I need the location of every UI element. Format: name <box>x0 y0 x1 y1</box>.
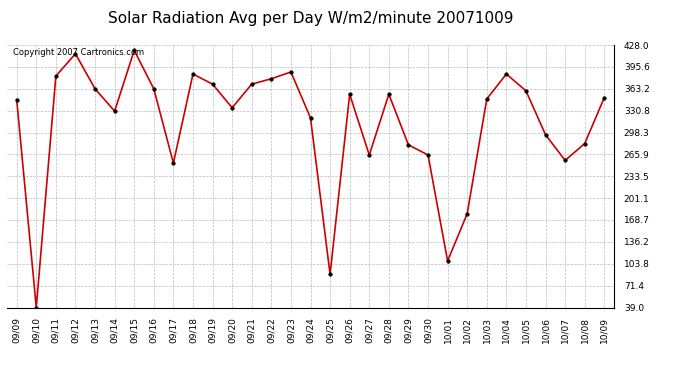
Text: Copyright 2007 Cartronics.com: Copyright 2007 Cartronics.com <box>13 48 144 57</box>
Text: Solar Radiation Avg per Day W/m2/minute 20071009: Solar Radiation Avg per Day W/m2/minute … <box>108 11 513 26</box>
